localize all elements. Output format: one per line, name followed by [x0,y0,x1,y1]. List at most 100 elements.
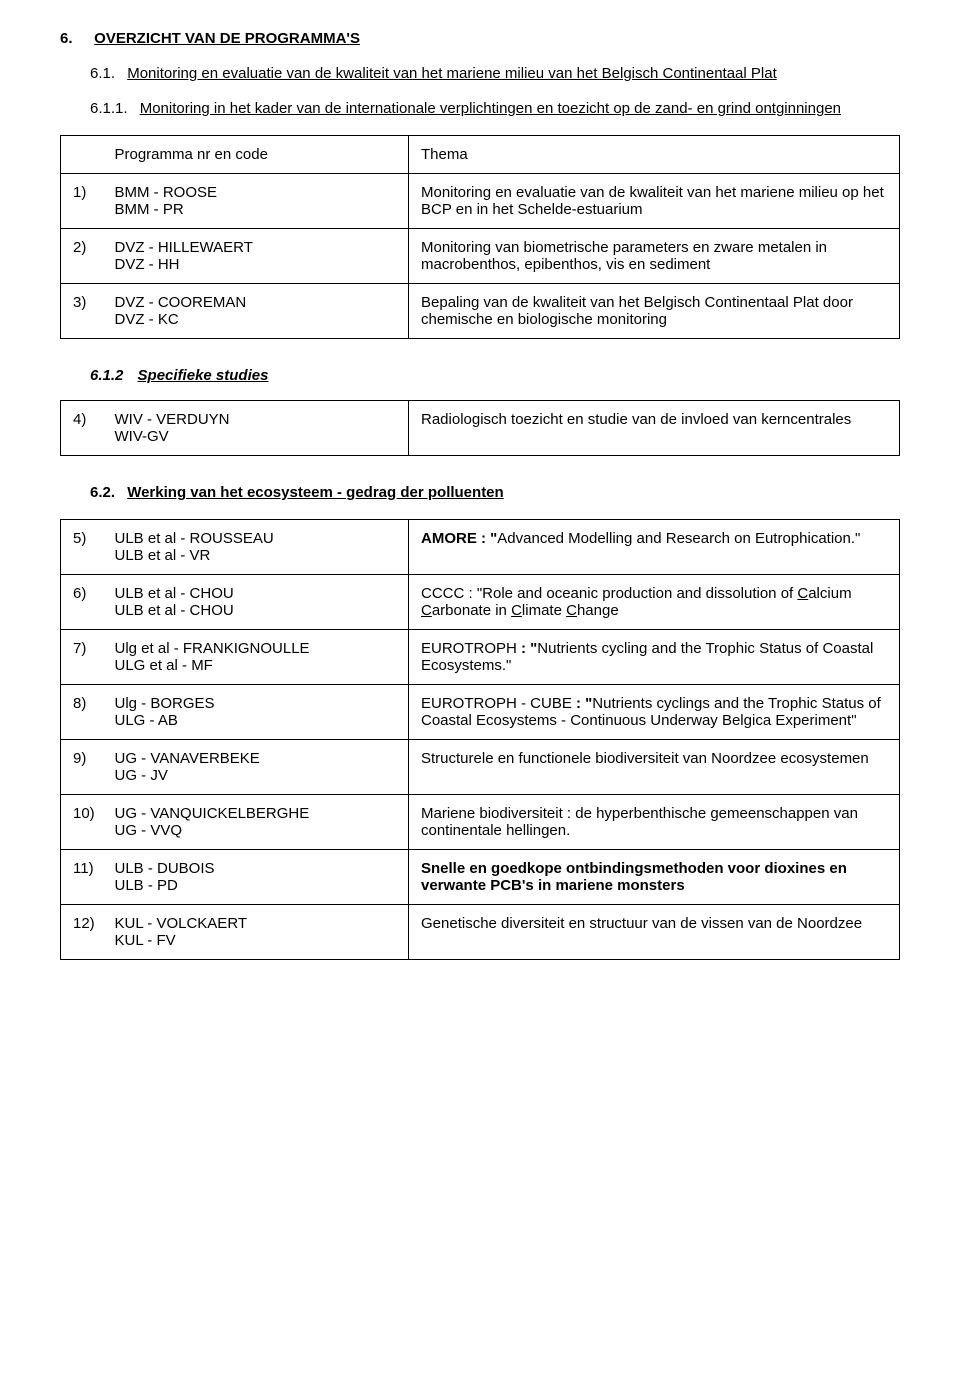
desc-pre: AMORE : " [421,530,497,547]
owner-b: UG - VVQ [115,822,183,839]
row-num: 6) [61,575,109,630]
owner-a: UG - VANAVERBEKE [115,750,260,767]
t: alcium [808,585,851,602]
table-row: 2) DVZ - HILLEWAERT DVZ - HH Monitoring … [61,229,900,284]
owner-b: ULG et al - MF [115,657,213,674]
row-owner: ULB et al - ROUSSEAU ULB et al - VR [109,520,409,575]
desc-mid: Advanced Modelling and Research on Eutro… [497,530,851,547]
section-611-num: 6.1.1. [90,100,128,117]
owner-b: DVZ - KC [115,311,179,328]
owner-a: KUL - VOLCKAERT [115,915,248,932]
row-owner: UG - VANAVERBEKE UG - JV [109,740,409,795]
table-row: 4) WIV - VERDUYN WIV-GV Radiologisch toe… [61,401,900,456]
section-62-header: 6.2. Werking van het ecosysteem - gedrag… [90,484,900,501]
row-desc: EUROTROPH - CUBE : "Nutrients cyclings a… [409,685,900,740]
row-owner: WIV - VERDUYN WIV-GV [109,401,409,456]
owner-b: KUL - FV [115,932,176,949]
table-programma-3: 5) ULB et al - ROUSSEAU ULB et al - VR A… [60,519,900,960]
section-62-title: Werking van het ecosysteem - gedrag der … [127,484,504,501]
row-desc: AMORE : "Advanced Modelling and Research… [409,520,900,575]
owner-b: ULB - PD [115,877,178,894]
owner-a: ULB - DUBOIS [115,860,215,877]
row-owner: UG - VANQUICKELBERGHE UG - VVQ [109,795,409,850]
section-61-num: 6.1. [90,65,115,82]
row-num: 3) [61,284,109,339]
row-desc: Radiologisch toezicht en studie van de i… [409,401,900,456]
section-61-title: Monitoring en evaluatie van de kwaliteit… [127,65,777,82]
desc-pre: CCCC : "Role and oceanic production and … [421,585,797,602]
row-num: 4) [61,401,109,456]
row-num: 11) [61,850,109,905]
table-row: 1) BMM - ROOSE BMM - PR Monitoring en ev… [61,174,900,229]
table-programma-1: Programma nr en code Thema 1) BMM - ROOS… [60,135,900,339]
row-owner: ULB et al - CHOU ULB et al - CHOU [109,575,409,630]
desc-bold: : " [576,695,592,712]
row-desc: Monitoring en evaluatie van de kwaliteit… [409,174,900,229]
row-num: 12) [61,905,109,960]
table-header-left: Programma nr en code [109,136,409,174]
section-612-num: 6.1.2 [90,367,123,384]
row-num: 8) [61,685,109,740]
u: C [511,602,522,619]
owner-a: DVZ - HILLEWAERT [115,239,253,256]
table-row: 11) ULB - DUBOIS ULB - PD Snelle en goed… [61,850,900,905]
row-desc: Mariene biodiversiteit : de hyperbenthis… [409,795,900,850]
row-desc: Bepaling van de kwaliteit van het Belgis… [409,284,900,339]
desc-post: ." [851,530,861,547]
row-num: 2) [61,229,109,284]
row-num: 7) [61,630,109,685]
row-desc: CCCC : "Role and oceanic production and … [409,575,900,630]
row-owner: ULB - DUBOIS ULB - PD [109,850,409,905]
owner-b: ULG - AB [115,712,178,729]
t: limate [522,602,566,619]
row-owner: KUL - VOLCKAERT KUL - FV [109,905,409,960]
section-62-num: 6.2. [90,484,115,501]
owner-b: WIV-GV [115,428,169,445]
row-desc: EUROTROPH : "Nutrients cycling and the T… [409,630,900,685]
row-num: 5) [61,520,109,575]
row-num: 1) [61,174,109,229]
table-row: 5) ULB et al - ROUSSEAU ULB et al - VR A… [61,520,900,575]
table-header-right: Thema [409,136,900,174]
section-6-title: OVERZICHT VAN DE PROGRAMMA'S [94,30,360,47]
desc-post: ." [502,657,512,674]
owner-b: ULB et al - VR [115,547,211,564]
owner-b: UG - JV [115,767,168,784]
owner-a: WIV - VERDUYN [115,411,230,428]
desc-pre: EUROTROPH - CUBE [421,695,576,712]
t: arbonate in [432,602,511,619]
table-row: 7) Ulg et al - FRANKIGNOULLE ULG et al -… [61,630,900,685]
table-row: 8) Ulg - BORGES ULG - AB EUROTROPH - CUB… [61,685,900,740]
u: C [421,602,432,619]
section-612-title: Specifieke studies [138,367,269,384]
section-611-header: 6.1.1. Monitoring in het kader van de in… [90,100,900,117]
u: C [797,585,808,602]
owner-a: ULB et al - CHOU [115,585,234,602]
table-row: 12) KUL - VOLCKAERT KUL - FV Genetische … [61,905,900,960]
owner-b: ULB et al - CHOU [115,602,234,619]
row-desc: Genetische diversiteit en structuur van … [409,905,900,960]
row-num: 9) [61,740,109,795]
table-row: 9) UG - VANAVERBEKE UG - JV Structurele … [61,740,900,795]
section-612-header: 6.1.2 Specifieke studies [90,367,900,384]
table-row: Programma nr en code Thema [61,136,900,174]
desc-bold: : " [521,640,537,657]
owner-a: ULB et al - ROUSSEAU [115,530,274,547]
table-row: 6) ULB et al - CHOU ULB et al - CHOU CCC… [61,575,900,630]
table-row: 3) DVZ - COOREMAN DVZ - KC Bepaling van … [61,284,900,339]
row-num: 10) [61,795,109,850]
u: C [566,602,577,619]
row-owner: DVZ - HILLEWAERT DVZ - HH [109,229,409,284]
table-row: 10) UG - VANQUICKELBERGHE UG - VVQ Marie… [61,795,900,850]
owner-b: DVZ - HH [115,256,180,273]
row-owner: Ulg - BORGES ULG - AB [109,685,409,740]
row-owner: DVZ - COOREMAN DVZ - KC [109,284,409,339]
owner-a: BMM - ROOSE [115,184,218,201]
row-owner: Ulg et al - FRANKIGNOULLE ULG et al - MF [109,630,409,685]
section-6-header: 6. OVERZICHT VAN DE PROGRAMMA'S [60,30,900,47]
section-6-num: 6. [60,30,90,47]
row-desc: Monitoring van biometrische parameters e… [409,229,900,284]
row-desc: Snelle en goedkope ontbindingsmethoden v… [409,850,900,905]
owner-a: Ulg - BORGES [115,695,215,712]
desc-pre: EUROTROPH [421,640,521,657]
